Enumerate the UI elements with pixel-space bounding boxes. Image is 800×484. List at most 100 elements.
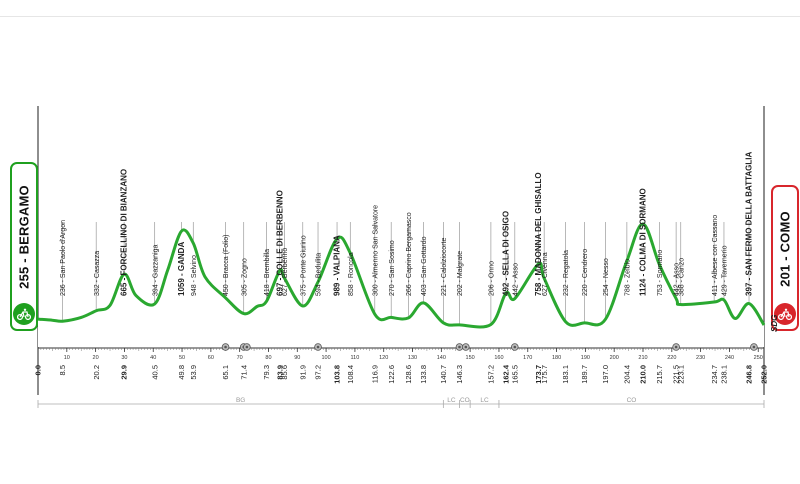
km-label: 157.2 (487, 365, 496, 384)
finish-badge: 201 - COMO (771, 185, 799, 331)
x-tick-label: 150 (466, 355, 475, 361)
x-tick-label: 200 (610, 355, 619, 361)
km-label: 162.4 (502, 364, 511, 384)
km-label: 122.6 (387, 365, 396, 384)
waypoint-label: 450 - Bracca (Folio) (223, 235, 230, 296)
waypoint-label: 594 - Bedulita (316, 253, 323, 296)
km-label: 128.6 (404, 365, 413, 384)
x-tick-label: 40 (150, 355, 156, 361)
km-label: 215.7 (655, 365, 664, 384)
x-tick-label: 20 (93, 355, 99, 361)
waypoint-label: 411 - Albese con Cassano (712, 215, 719, 296)
km-label: 140.7 (439, 365, 448, 384)
km-label: 252.0 (760, 365, 769, 384)
km-label: 8.5 (58, 365, 67, 375)
km-label: 29.9 (120, 365, 129, 380)
km-label: 65.1 (221, 365, 230, 380)
service-marker-dot (245, 345, 249, 349)
x-tick-label: 140 (437, 355, 446, 361)
waypoint-label: 232 - Regatola (563, 250, 570, 296)
km-label: 116.9 (370, 365, 379, 383)
km-label: 165.5 (510, 365, 519, 384)
x-tick-label: 190 (581, 355, 590, 361)
province-label: LC (447, 397, 456, 404)
waypoint-label: 442 - Asso (512, 263, 519, 296)
waypoint-label: 266 - Caprino Bergamasco (406, 212, 413, 296)
cyclist-icon (13, 303, 35, 325)
km-label: 210.0 (639, 365, 648, 384)
x-tick-label: 130 (408, 355, 417, 361)
province-label: BG (236, 397, 245, 404)
province-label: CO (627, 397, 637, 404)
service-marker-dot (316, 345, 320, 349)
x-tick-label: 70 (237, 355, 243, 361)
waypoint-label: 403 - San Gottardo (421, 236, 428, 296)
waypoint-label: 236 - San Paolo d'Argon (60, 220, 67, 296)
km-label: 133.8 (419, 365, 428, 384)
km-label: 189.7 (580, 365, 589, 384)
waypoint-label: 788 - Zelbio (625, 259, 632, 296)
waypoint-label: 627 - Civenna (542, 252, 549, 296)
km-label: 175.7 (540, 365, 549, 384)
x-tick-label: 10 (64, 355, 70, 361)
km-label: 85.6 (280, 365, 289, 380)
service-marker-dot (458, 345, 461, 349)
km-label: 91.9 (298, 365, 307, 380)
waypoint-label: 697 - COLLE DI BERBENNO (275, 190, 284, 296)
waypoint-label: 220 - Cendrero (582, 249, 589, 296)
start-label: 255 - BERGAMO (16, 184, 32, 289)
service-marker-dot (513, 345, 517, 349)
waypoint-label: 1124 - COLMA DI SORMANO (639, 188, 648, 296)
waypoint-label: 429 - Tavernerio (722, 245, 729, 296)
cyclist-icon (774, 303, 796, 325)
waypoint-label: 206 - Onno (489, 261, 496, 296)
km-label: 234.7 (710, 365, 719, 384)
km-label: 53.9 (189, 365, 198, 380)
service-marker-dot (464, 345, 468, 349)
km-label: 173.7 (534, 365, 543, 384)
km-label: 183.1 (561, 365, 570, 384)
waypoint-label: 627 - Berbenno (282, 248, 289, 296)
x-tick-label: 210 (638, 355, 647, 361)
waypoint-label: 1059 - GANDA (177, 242, 186, 296)
waypoint-label: 442 - Asso (674, 263, 681, 296)
waypoint-label: 665 - FORCELLINO DI BIANZANO (120, 169, 129, 296)
km-label: 0.0 (34, 365, 43, 375)
service-marker-dot (752, 345, 756, 349)
km-label: 223.1 (676, 365, 685, 384)
province-label: LC (480, 397, 489, 404)
km-label: 246.8 (745, 365, 754, 384)
waypoint-label: 202 - Malgrate (457, 251, 464, 296)
waypoint-label: 858 - Roncola (348, 252, 355, 296)
x-tick-label: 30 (121, 355, 127, 361)
brand-logo: SDG (770, 314, 779, 332)
x-tick-label: 180 (552, 355, 561, 361)
x-tick-label: 220 (667, 355, 676, 361)
km-label: 146.3 (455, 365, 464, 384)
waypoint-label: 397 - SAN FERMO DELLA BATTAGLIA (745, 151, 754, 296)
service-marker-dot (674, 345, 678, 349)
waypoint-label: 300 - Almenno San Salvatore (372, 205, 379, 296)
x-tick-label: 50 (179, 355, 185, 361)
waypoint-label: 948 - Selvino (191, 255, 198, 296)
waypoint-label: 375 - Ponte Giurino (300, 235, 307, 296)
x-tick-label: 60 (208, 355, 214, 361)
x-tick-label: 80 (265, 355, 271, 361)
x-tick-label: 100 (322, 355, 331, 361)
waypoint-label: 254 - Nesso (603, 258, 610, 296)
x-tick-label: 170 (523, 355, 532, 361)
km-label: 108.4 (346, 365, 355, 384)
header-divider (0, 16, 800, 17)
waypoint-label: 332 - Casazza (94, 251, 101, 296)
waypoint-label: 394 - Gazzaniga (152, 245, 159, 296)
km-label: 20.2 (92, 365, 101, 380)
x-tick-label: 160 (494, 355, 503, 361)
km-label: 83.9 (275, 365, 284, 380)
km-label: 197.0 (601, 365, 610, 384)
finish-label: 201 - COMO (777, 211, 793, 288)
province-label: CO (460, 397, 470, 404)
waypoint-label: 418 - Brembilla (264, 249, 271, 296)
km-label: 204.4 (623, 365, 632, 384)
elevation-line (37, 222, 766, 329)
